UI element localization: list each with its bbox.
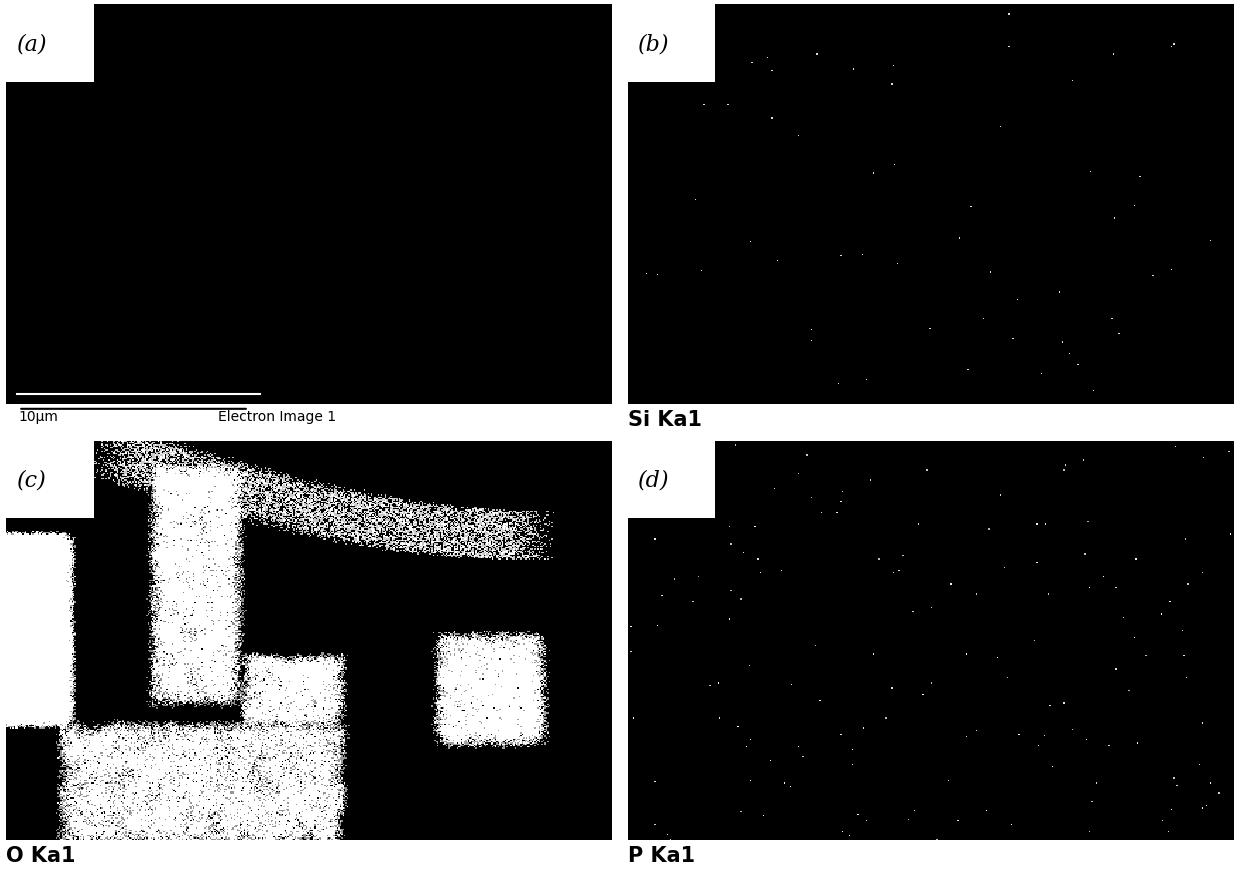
Text: (b): (b): [639, 33, 670, 56]
Text: P Ka1: P Ka1: [627, 846, 694, 866]
Text: 10μm: 10μm: [19, 410, 58, 424]
Bar: [627, 440, 715, 518]
Text: (d): (d): [639, 470, 670, 492]
Text: O Ka1: O Ka1: [6, 846, 76, 866]
Bar: [6, 440, 93, 518]
Text: (a): (a): [16, 33, 47, 56]
Bar: [6, 4, 93, 82]
Bar: [627, 4, 715, 82]
Text: Si Ka1: Si Ka1: [627, 410, 702, 430]
Text: Electron Image 1: Electron Image 1: [218, 410, 336, 424]
Text: (c): (c): [16, 470, 46, 492]
